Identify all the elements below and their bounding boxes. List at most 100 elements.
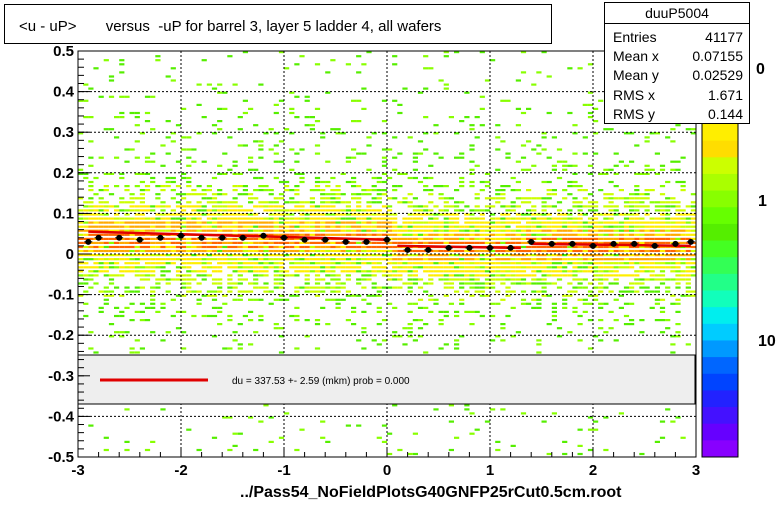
heatmap-cell [381, 99, 388, 102]
heatmap-cell [551, 302, 557, 305]
heatmap-cell [237, 432, 243, 435]
heatmap-cell [520, 213, 527, 216]
heatmap-cell [629, 245, 635, 249]
heatmap-cell [78, 258, 84, 261]
heatmap-cell [98, 254, 104, 257]
heatmap-cell [103, 241, 109, 244]
heatmap-cell [577, 221, 583, 224]
heatmap-cell [412, 221, 418, 224]
heatmap-cell [464, 213, 470, 216]
heatmap-cell [320, 221, 326, 224]
heatmap-cell [150, 270, 156, 273]
heatmap-cell [248, 237, 254, 240]
heatmap-cell [428, 266, 434, 269]
heatmap-cell [134, 233, 140, 236]
heatmap-cell [407, 262, 413, 265]
heatmap-cell [114, 136, 120, 139]
heatmap-cell [433, 241, 439, 244]
heatmap-cell [144, 448, 151, 452]
heatmap-cell [690, 245, 696, 249]
heatmap-cell [412, 233, 418, 236]
heatmap-cell [88, 424, 94, 427]
heatmap-cell [371, 286, 377, 289]
heatmap-cell [381, 270, 388, 273]
heatmap-cell [237, 274, 243, 277]
heatmap-cell [536, 229, 542, 232]
heatmap-cell [417, 209, 424, 212]
heatmap-cell [479, 180, 485, 184]
heatmap-cell [196, 241, 202, 244]
heatmap-cell [505, 221, 511, 224]
heatmap-cell [211, 197, 218, 200]
heatmap-cell [253, 213, 259, 216]
heatmap-cell [675, 124, 681, 127]
heatmap-cell [417, 217, 424, 220]
heatmap-cell [103, 205, 109, 208]
heatmap-cell [381, 440, 388, 443]
heatmap-cell [351, 197, 357, 200]
heatmap-cell [690, 233, 696, 236]
heatmap-cell [505, 152, 511, 155]
heatmap-cell [536, 249, 542, 253]
heatmap-cell [129, 225, 135, 228]
heatmap-cell [639, 266, 645, 269]
heatmap-cell [407, 270, 413, 273]
heatmap-cell [88, 266, 94, 269]
fit-line-segment [397, 244, 521, 250]
heatmap-cell [160, 205, 166, 208]
heatmap-cell [340, 282, 346, 285]
heatmap-cell [345, 63, 351, 66]
heatmap-cell [155, 197, 161, 200]
heatmap-cell [361, 331, 367, 334]
heatmap-cell [515, 237, 521, 240]
heatmap-cell [175, 310, 182, 313]
heatmap-cell [428, 258, 434, 261]
heatmap-cell [93, 351, 99, 354]
heatmap-cell [253, 266, 259, 269]
heatmap-cell [78, 274, 84, 277]
heatmap-cell [474, 428, 480, 431]
heatmap-cell [623, 254, 630, 257]
heatmap-cell [582, 189, 588, 192]
heatmap-cell [582, 197, 588, 200]
heatmap-cell [335, 302, 341, 305]
heatmap-cell [376, 310, 382, 313]
heatmap-cell [376, 229, 382, 232]
heatmap-cell [124, 209, 130, 212]
heatmap-cell [572, 254, 578, 257]
heatmap-cell [366, 225, 372, 228]
heatmap-cell [484, 229, 491, 232]
heatmap-cell [387, 233, 393, 236]
heatmap-cell [345, 225, 351, 228]
heatmap-cell [690, 132, 696, 135]
heatmap-cell [603, 416, 609, 419]
heatmap-cell [484, 286, 491, 289]
heatmap-cell [144, 245, 151, 249]
heatmap-cell [263, 266, 269, 269]
heatmap-cell [325, 282, 331, 285]
heatmap-cell [556, 148, 563, 151]
heatmap-cell [654, 249, 660, 253]
heatmap-cell [402, 262, 408, 265]
heatmap-cell [304, 258, 310, 261]
heatmap-cell [144, 189, 151, 192]
heatmap-cell [536, 298, 542, 301]
heatmap-cell [304, 225, 310, 228]
heatmap-cell [181, 282, 187, 285]
heatmap-cell [520, 168, 527, 171]
heatmap-cell [613, 282, 619, 285]
heatmap-cell [443, 55, 449, 58]
heatmap-cell [454, 229, 460, 232]
heatmap-cell [536, 144, 542, 147]
heatmap-cell [263, 404, 269, 407]
heatmap-cell [278, 282, 285, 285]
heatmap-cell [464, 91, 470, 94]
heatmap-cell [150, 302, 156, 305]
heatmap-cell [237, 193, 243, 196]
heatmap-cell [572, 233, 578, 236]
heatmap-cell [484, 254, 491, 257]
heatmap-cell [464, 274, 470, 277]
heatmap-cell [551, 221, 557, 224]
heatmap-cell [685, 213, 691, 216]
heatmap-cell [582, 136, 588, 139]
